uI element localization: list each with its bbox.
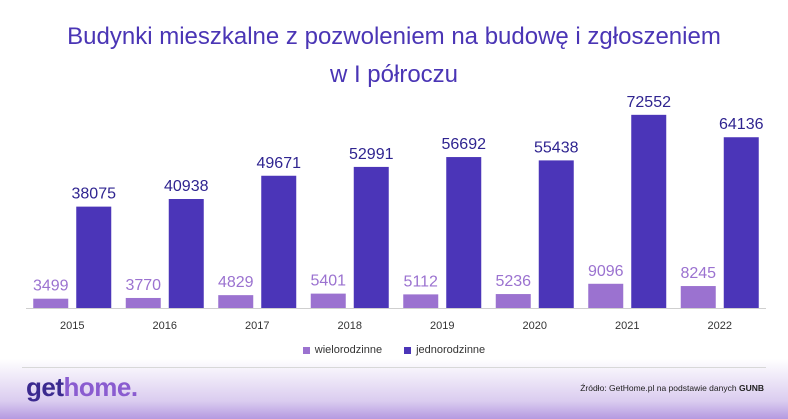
x-tick-label-2015: 2015 (60, 320, 84, 332)
bar-wielorodzinne-2021 (588, 283, 624, 308)
data-label-jednorodzinne-2016: 40938 (164, 178, 209, 195)
data-label-wielorodzinne-2022: 8245 (680, 265, 716, 282)
x-tick-label-2017: 2017 (245, 320, 269, 332)
bar-wielorodzinne-2015 (33, 298, 69, 308)
gethome-logo: gethome. (26, 372, 138, 403)
legend-swatch-jednorodzinne (404, 346, 412, 354)
x-tick-label-2016: 2016 (153, 320, 177, 332)
logo-part-get: get (26, 372, 64, 402)
footer-divider (22, 367, 766, 368)
legend-item-jednorodzinne: jednorodzinne (404, 344, 485, 356)
data-label-wielorodzinne-2020: 5236 (495, 273, 531, 290)
bar-jednorodzinne-2015 (76, 206, 112, 308)
data-label-jednorodzinne-2018: 52991 (349, 146, 394, 163)
logo-part-home: home. (63, 372, 139, 402)
legend-label-jednorodzinne: jednorodzinne (416, 344, 486, 356)
bar-chart: 3499 38075 2015 3770 40938 2016 4829 49671 2017 5… (26, 94, 766, 332)
bar-jednorodzinne-2018 (353, 166, 389, 308)
data-label-wielorodzinne-2018: 5401 (310, 273, 346, 290)
legend-item-wielorodzinne: wielorodzinne (302, 344, 383, 356)
x-tick-label-2021: 2021 (615, 320, 639, 332)
chart-legend: wielorodzinne jednorodzinne (0, 344, 788, 356)
bar-jednorodzinne-2020 (538, 160, 574, 308)
bar-wielorodzinne-2018 (310, 293, 346, 308)
bar-jednorodzinne-2022 (723, 137, 759, 308)
data-label-jednorodzinne-2021: 72552 (627, 94, 672, 111)
x-tick-label-2018: 2018 (338, 320, 362, 332)
bottom-gradient (0, 359, 788, 419)
bar-wielorodzinne-2017 (218, 295, 254, 308)
data-label-jednorodzinne-2017: 49671 (257, 155, 302, 172)
source-bold: GUNB (738, 383, 764, 393)
legend-swatch-wielorodzinne (302, 346, 310, 354)
x-tick-label-2019: 2019 (430, 320, 454, 332)
x-tick-label-2022: 2022 (708, 320, 732, 332)
data-label-jednorodzinne-2022: 64136 (719, 116, 764, 133)
bar-wielorodzinne-2020 (495, 294, 531, 308)
source-note: Źródło: GetHome.pl na podstawie danych G… (580, 383, 764, 393)
chart-title: Budynki mieszkalne z pozwoleniem na budo… (67, 23, 721, 88)
data-label-jednorodzinne-2019: 56692 (442, 136, 487, 153)
data-label-jednorodzinne-2015: 38075 (72, 186, 117, 203)
bar-jednorodzinne-2017 (261, 175, 297, 308)
data-label-wielorodzinne-2017: 4829 (218, 274, 254, 291)
legend-label-wielorodzinne: wielorodzinne (314, 344, 383, 356)
data-label-wielorodzinne-2021: 9096 (588, 263, 624, 280)
data-label-wielorodzinne-2016: 3770 (125, 277, 161, 294)
source-text: Źródło: GetHome.pl na podstawie danych (580, 383, 739, 393)
data-label-wielorodzinne-2015: 3499 (33, 278, 69, 295)
data-label-jednorodzinne-2020: 55438 (534, 139, 579, 156)
x-tick-label-2020: 2020 (523, 320, 547, 332)
bar-jednorodzinne-2019 (446, 157, 482, 308)
bar-jednorodzinne-2016 (168, 199, 204, 308)
bar-wielorodzinne-2022 (680, 286, 716, 308)
bar-wielorodzinne-2019 (403, 294, 439, 308)
bar-wielorodzinne-2016 (125, 297, 161, 308)
bar-jednorodzinne-2021 (631, 114, 667, 309)
data-label-wielorodzinne-2019: 5112 (404, 273, 439, 290)
